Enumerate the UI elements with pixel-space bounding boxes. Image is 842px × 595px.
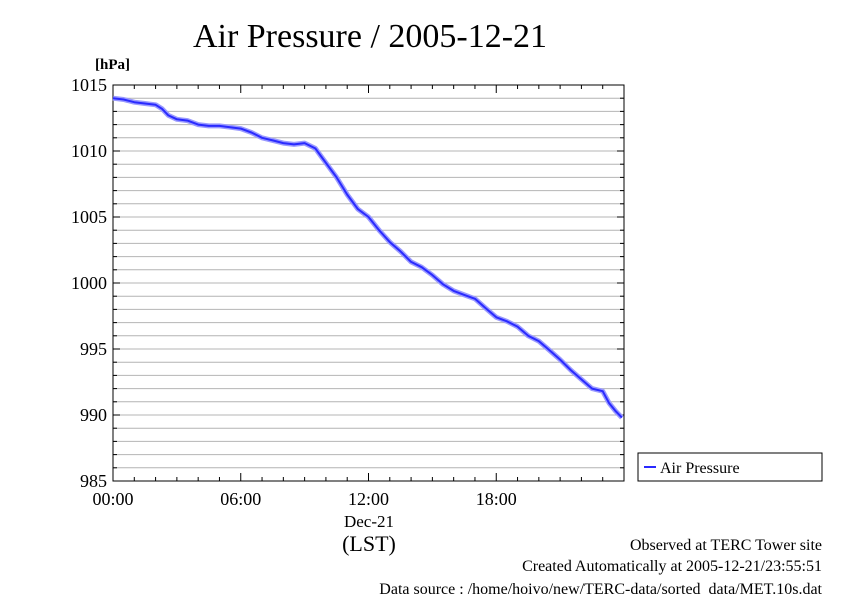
footer-observed-site: Observed at TERC Tower site [630,537,822,554]
y-tick-label: 1000 [71,273,107,293]
y-tick-label: 1005 [71,207,107,227]
y-tick-label: 1015 [71,75,107,95]
series-line-air-pressure [112,97,623,419]
y-tick-label: 1010 [71,141,107,161]
legend: Air Pressure [637,452,823,482]
y-axis: 1015 1010 1005 1000 995 990 985 [71,75,624,491]
legend-box [637,452,823,482]
x-axis: 00:00 06:00 12:00 18:00 [92,85,625,509]
x-tick-label: 18:00 [476,489,517,509]
y-tick-label: 995 [80,339,107,359]
x-tick-label: 12:00 [348,489,389,509]
footer-data-source: Data source : /home/hoivo/new/TERC-data/… [379,581,822,595]
chart-title: Air Pressure / 2005-12-21 [193,18,547,55]
series-layer [112,95,624,420]
y-tick-label: 985 [80,471,107,491]
footer-created-time: Created Automatically at 2005-12-21/23:5… [522,558,822,575]
x-tick-label: 06:00 [220,489,261,509]
y-unit-label: [hPa] [95,57,130,73]
series-line-halo [112,95,624,420]
x-axis-label: (LST) [342,531,396,556]
x-tick-label: 00:00 [92,489,133,509]
grid-lines [113,97,624,469]
plot-frame [112,84,625,482]
y-tick-label: 990 [80,405,107,425]
x-date-label: Dec-21 [344,512,394,531]
legend-entry-air-pressure: Air Pressure [660,460,740,477]
